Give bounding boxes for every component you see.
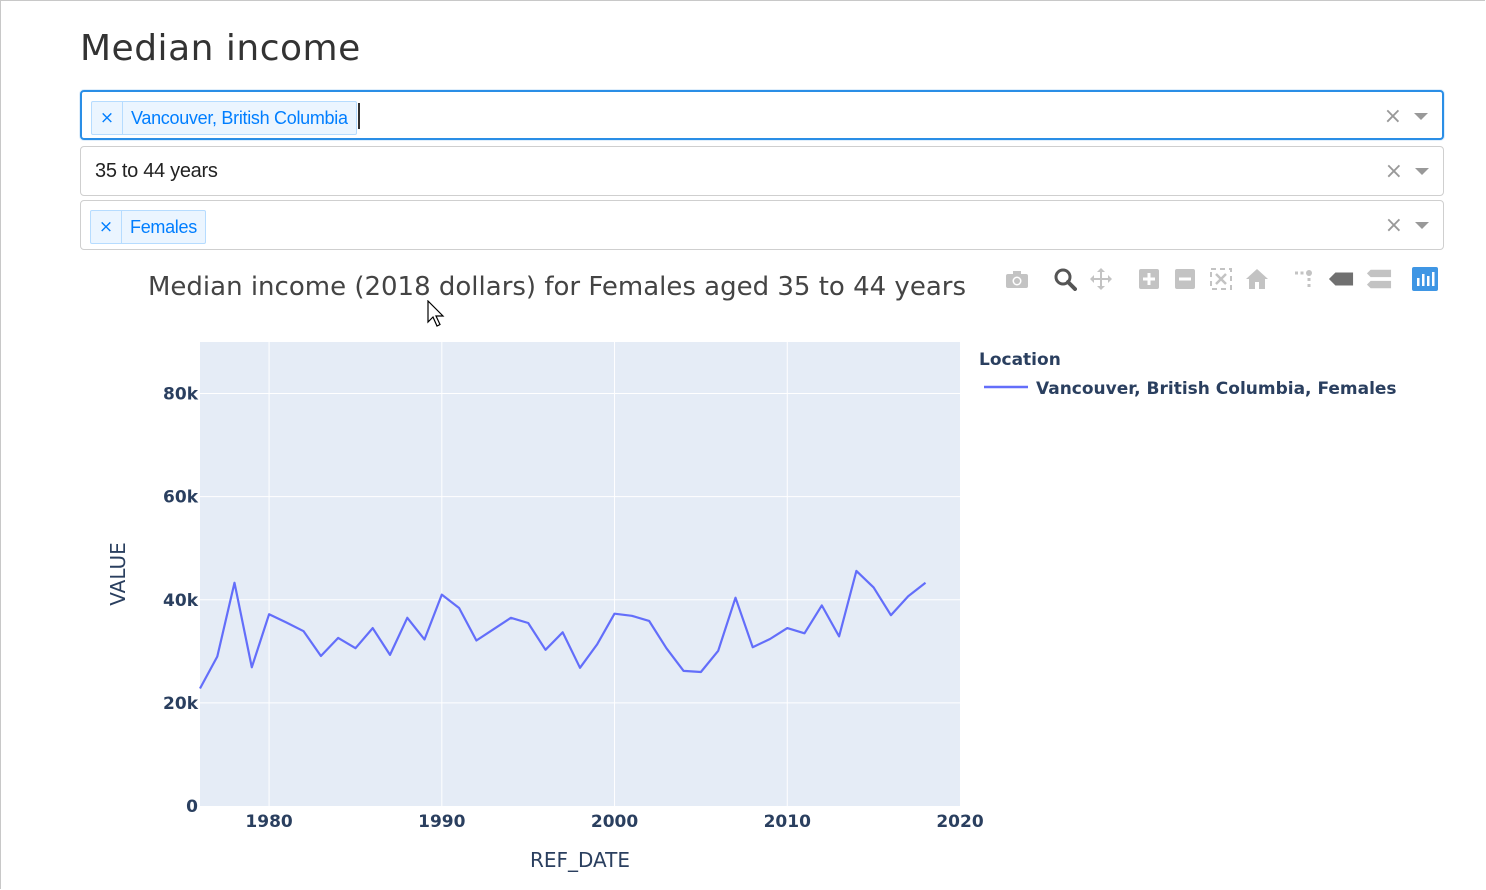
clear-sex-icon[interactable]: × (1384, 212, 1403, 238)
chevron-down-icon[interactable] (1415, 222, 1429, 229)
age-value: 35 to 44 years (95, 159, 218, 182)
hover-compare-icon[interactable] (1366, 266, 1392, 292)
sex-tag-label: Females (130, 216, 197, 237)
sex-tag: × Females (90, 210, 206, 244)
autoscale-icon[interactable] (1208, 266, 1234, 292)
zoom-out-icon[interactable] (1172, 266, 1198, 292)
remove-location-icon[interactable]: × (92, 102, 123, 134)
spike-lines-icon[interactable] (1290, 266, 1316, 292)
plotly-logo-icon[interactable] (1412, 266, 1438, 292)
zoom-icon[interactable] (1052, 266, 1078, 292)
home-icon[interactable] (1244, 266, 1270, 292)
clear-age-icon[interactable]: × (1384, 158, 1403, 184)
location-dropdown[interactable]: × Vancouver, British Columbia × (80, 90, 1444, 140)
sex-dropdown[interactable]: × Females × (80, 200, 1444, 250)
pan-icon[interactable] (1088, 266, 1114, 292)
text-cursor (358, 103, 360, 129)
chart-title: Median income (2018 dollars) for Females… (148, 272, 966, 302)
hover-closest-icon[interactable] (1328, 266, 1354, 292)
page-title: Median income (80, 28, 361, 69)
location-tag-label: Vancouver, British Columbia (131, 107, 348, 128)
remove-sex-icon[interactable]: × (91, 211, 122, 243)
chevron-down-icon[interactable] (1415, 168, 1429, 175)
camera-icon[interactable] (1004, 266, 1030, 292)
location-tag: × Vancouver, British Columbia (91, 101, 357, 135)
mouse-cursor-icon (427, 300, 445, 327)
clear-location-icon[interactable]: × (1383, 103, 1402, 129)
zoom-in-icon[interactable] (1136, 266, 1162, 292)
chevron-down-icon[interactable] (1414, 113, 1428, 120)
age-dropdown[interactable]: 35 to 44 years × (80, 146, 1444, 196)
